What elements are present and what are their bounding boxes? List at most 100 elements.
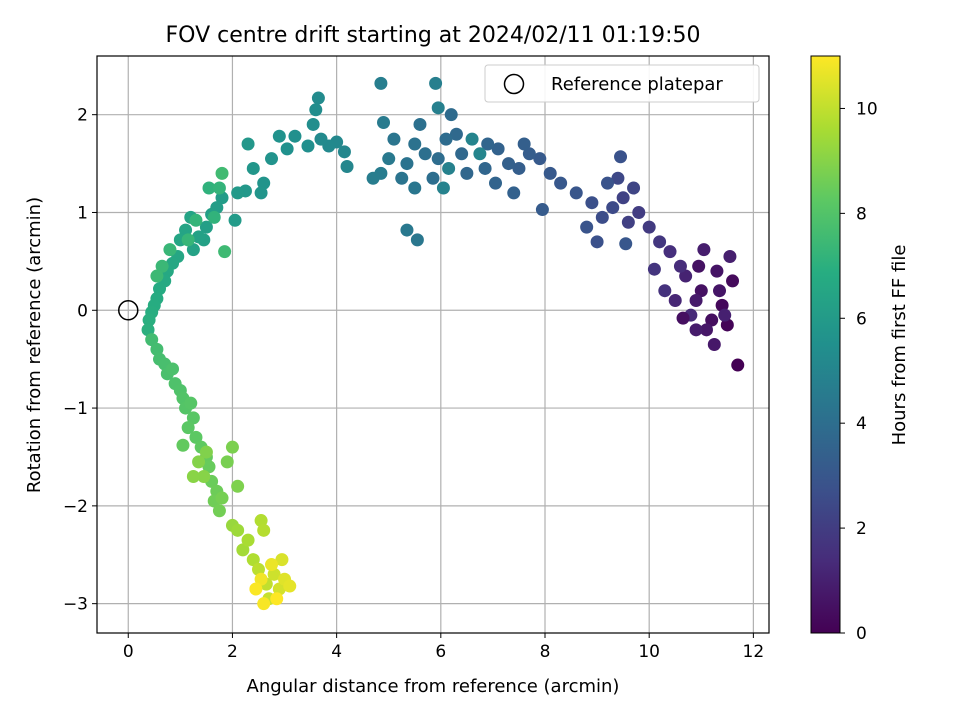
data-point (311, 91, 325, 105)
data-point (272, 129, 286, 143)
data-point (241, 137, 255, 151)
data-point (150, 342, 164, 356)
data-point (543, 166, 557, 180)
x-tick-label: 8 (540, 642, 551, 662)
data-point (614, 150, 628, 164)
data-point (692, 259, 706, 273)
y-tick-label: 1 (77, 203, 88, 223)
colorbar-tick-label: 8 (856, 204, 867, 224)
data-point (689, 323, 703, 337)
data-point (668, 293, 682, 307)
data-point (710, 264, 724, 278)
data-point (726, 274, 740, 288)
data-point (189, 430, 203, 444)
data-point (408, 137, 422, 151)
data-point (679, 269, 693, 283)
y-axis-ticks: −3 −2 −1 0 1 2 (63, 106, 97, 615)
data-point (254, 186, 268, 200)
data-point (410, 233, 424, 247)
data-point (254, 514, 268, 528)
data-point (522, 147, 536, 161)
data-point (387, 132, 401, 146)
y-axis-label: Rotation from reference (arcmin) (24, 197, 45, 493)
data-point (697, 243, 711, 257)
data-point (731, 358, 745, 372)
data-point (465, 132, 479, 146)
data-point (186, 411, 200, 425)
data-point (202, 460, 216, 474)
data-point (192, 455, 206, 469)
data-point (306, 117, 320, 131)
data-point (502, 157, 516, 171)
colorbar-tick-label: 0 (856, 624, 867, 644)
data-point (489, 176, 503, 190)
colorbar-tick-label: 2 (856, 519, 867, 539)
plot-area (97, 56, 769, 633)
data-point (418, 147, 432, 161)
data-point (585, 196, 599, 210)
data-point (374, 76, 388, 90)
data-point (436, 181, 450, 195)
data-point (517, 137, 531, 151)
data-point (267, 567, 281, 581)
data-point (653, 235, 667, 249)
data-point (153, 282, 167, 296)
data-point (601, 176, 615, 190)
data-point (176, 438, 190, 452)
data-point (554, 176, 568, 190)
data-point (431, 101, 445, 115)
data-point (663, 245, 677, 259)
data-point (377, 116, 391, 130)
data-point (150, 269, 164, 283)
data-point (431, 152, 445, 166)
data-point (444, 108, 458, 122)
y-tick-label: −2 (63, 497, 88, 517)
data-point (720, 318, 734, 332)
data-point (179, 223, 193, 237)
data-point (199, 220, 213, 234)
x-tick-label: 0 (123, 642, 134, 662)
colorbar-tick-label: 4 (856, 414, 867, 434)
data-point (145, 333, 159, 347)
data-point (246, 161, 260, 175)
data-point (478, 161, 492, 175)
data-point (181, 421, 195, 435)
data-point (207, 210, 221, 224)
data-point (212, 181, 226, 195)
data-point (707, 338, 721, 351)
data-point (251, 562, 265, 576)
data-point (400, 157, 414, 171)
data-point (225, 440, 239, 454)
data-point (611, 171, 625, 185)
data-point (280, 142, 294, 156)
legend-label: Reference platepar (551, 74, 723, 95)
x-tick-label: 4 (331, 642, 342, 662)
data-point (189, 213, 203, 227)
data-point (400, 223, 414, 237)
legend: Reference platepar (484, 64, 760, 103)
data-point (192, 230, 206, 244)
data-point (275, 553, 289, 567)
data-point (309, 103, 323, 117)
y-tick-label: −3 (63, 595, 88, 615)
data-point (533, 152, 547, 166)
data-point (340, 160, 354, 174)
legend-marker-icon (503, 73, 525, 95)
data-point (439, 132, 453, 146)
data-point (265, 152, 279, 166)
colorbar-ticks: 0 2 4 6 8 10 (840, 99, 878, 644)
data-point (512, 161, 526, 175)
data-point (231, 186, 245, 200)
scatter-points (141, 76, 745, 611)
data-point (619, 237, 633, 251)
data-point (429, 76, 443, 90)
data-point (163, 243, 177, 257)
data-point (288, 129, 302, 143)
y-tick-label: 0 (77, 301, 88, 321)
data-point (658, 284, 672, 298)
data-point (231, 479, 245, 493)
data-point (689, 293, 703, 307)
data-point (621, 215, 635, 229)
data-point (481, 137, 495, 151)
